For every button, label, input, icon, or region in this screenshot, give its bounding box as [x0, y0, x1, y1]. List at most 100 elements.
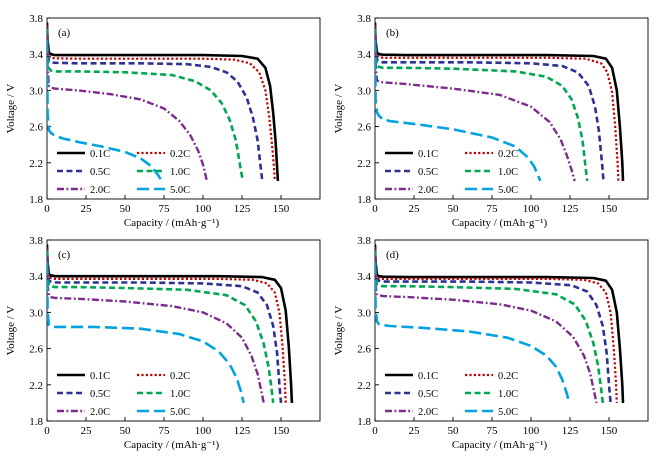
series-line-0-2C	[47, 25, 276, 181]
legend-label: 0.5C	[90, 389, 110, 400]
series-line-2-0C	[47, 256, 265, 404]
series-line-1-0C	[47, 250, 275, 404]
panel-label: (b)	[386, 27, 399, 39]
x-tick-label: 0	[372, 203, 378, 215]
y-tick-label: 3.8	[29, 13, 43, 25]
x-axis-title: Capacity / (mAh·g⁻¹)	[452, 439, 548, 451]
x-tick-label: 25	[409, 203, 421, 215]
panel-label: (c)	[58, 249, 71, 261]
series-line-1-0C	[375, 250, 605, 404]
legend-label: 2.0C	[418, 185, 438, 196]
chart-panel-c: 0 25 50 75 100 125 150 1.8 2.2 2.6 3.0 3.4 3.8 Capaci…	[5, 235, 321, 451]
x-tick-label: 50	[448, 425, 460, 437]
legend-label: 0.2C	[170, 149, 190, 160]
series-line-0-5C	[375, 26, 605, 182]
panel-label: (a)	[58, 27, 71, 39]
legend-label: 2.0C	[90, 407, 110, 418]
legend-label: 0.1C	[418, 371, 438, 382]
x-tick-label: 125	[234, 203, 251, 215]
x-tick-label: 75	[159, 425, 171, 437]
series-group	[375, 244, 625, 404]
y-tick-label: 3.8	[357, 13, 371, 25]
plot-frame	[374, 17, 649, 200]
legend: 0.1C 0.2C 0.5C 1.0C 2.0C 5.0C	[57, 371, 190, 418]
y-tick-label: 3.0	[357, 85, 371, 97]
legend: 0.1C 0.2C 0.5C 1.0C 2.0C 5.0C	[385, 371, 518, 418]
x-tick-label: 0	[372, 425, 378, 437]
x-tick-label: 75	[159, 203, 171, 215]
legend-label: 0.1C	[90, 371, 110, 382]
series-group	[375, 22, 625, 182]
series-line-0-5C	[375, 248, 612, 404]
y-axis-title: Voltage / V	[5, 84, 17, 134]
series-line-5-0C	[375, 262, 571, 404]
y-tick-label: 3.4	[29, 49, 43, 61]
x-tick-label: 25	[409, 425, 421, 437]
legend-label: 0.2C	[170, 371, 190, 382]
legend-label: 5.0C	[170, 407, 190, 418]
x-tick-label: 100	[195, 203, 212, 215]
plot-frame	[46, 17, 321, 200]
series-line-0-2C	[47, 247, 287, 403]
legend-label: 2.0C	[90, 185, 110, 196]
y-tick-label: 1.8	[29, 194, 43, 206]
legend-label: 1.0C	[170, 389, 190, 400]
x-tick-label: 125	[562, 203, 579, 215]
y-tick-label: 3.0	[29, 307, 43, 319]
legend-label: 2.0C	[418, 407, 438, 418]
x-tick-label: 100	[523, 425, 540, 437]
plot-frame	[374, 239, 649, 422]
x-tick-label: 150	[273, 203, 290, 215]
x-tick-label: 0	[44, 425, 50, 437]
series-line-0-5C	[47, 26, 264, 182]
legend-label: 0.5C	[418, 167, 438, 178]
series-line-5-0C	[47, 40, 163, 182]
panel-label: (d)	[386, 249, 399, 261]
legend-label: 1.0C	[498, 389, 518, 400]
x-tick-label: 100	[523, 203, 540, 215]
legend-label: 5.0C	[170, 185, 190, 196]
x-tick-label: 25	[81, 203, 93, 215]
legend-label: 0.2C	[498, 149, 518, 160]
x-tick-label: 50	[120, 425, 132, 437]
series-group	[47, 244, 294, 404]
y-tick-label: 2.6	[29, 122, 43, 134]
chart-panel-a: 0 25 50 75 100 125 150 1.8 2.2 2.6 3.0 3.4 3.8 Capaci…	[5, 13, 321, 229]
legend-label: 1.0C	[498, 167, 518, 178]
series-line-0-2C	[375, 25, 620, 181]
series-line-5-0C	[375, 40, 542, 182]
legend-label: 5.0C	[498, 185, 518, 196]
series-line-0-1C	[47, 22, 280, 181]
x-tick-label: 50	[448, 203, 460, 215]
y-tick-label: 2.2	[29, 380, 43, 392]
x-axis-title: Capacity / (mAh·g⁻¹)	[124, 217, 220, 229]
series-line-2-0C	[47, 34, 209, 182]
y-axis-title: Voltage / V	[5, 306, 17, 356]
y-tick-label: 2.6	[357, 344, 371, 356]
y-tick-label: 3.0	[29, 85, 43, 97]
y-tick-label: 3.4	[357, 271, 371, 283]
x-tick-label: 25	[81, 425, 93, 437]
series-line-1-0C	[375, 28, 589, 182]
y-tick-label: 1.8	[29, 416, 43, 428]
series-line-2-0C	[375, 34, 576, 182]
series-line-5-0C	[47, 262, 245, 404]
series-line-1-0C	[47, 28, 245, 182]
y-tick-label: 1.8	[357, 194, 371, 206]
series-line-0-2C	[375, 247, 618, 403]
y-tick-label: 3.4	[29, 271, 43, 283]
y-tick-label: 2.6	[357, 122, 371, 134]
y-tick-label: 2.2	[357, 380, 371, 392]
legend: 0.1C 0.2C 0.5C 1.0C 2.0C 5.0C	[57, 149, 190, 196]
x-tick-label: 125	[562, 425, 579, 437]
y-tick-label: 3.8	[29, 235, 43, 247]
series-line-2-0C	[375, 256, 598, 404]
legend: 0.1C 0.2C 0.5C 1.0C 2.0C 5.0C	[385, 149, 518, 196]
legend-label: 0.5C	[90, 167, 110, 178]
y-axis-title: Voltage / V	[333, 306, 345, 356]
y-tick-label: 3.4	[357, 49, 371, 61]
plot-frame	[46, 239, 321, 422]
x-axis-title: Capacity / (mAh·g⁻¹)	[452, 217, 548, 229]
x-tick-label: 150	[273, 425, 290, 437]
y-tick-label: 2.2	[29, 158, 43, 170]
